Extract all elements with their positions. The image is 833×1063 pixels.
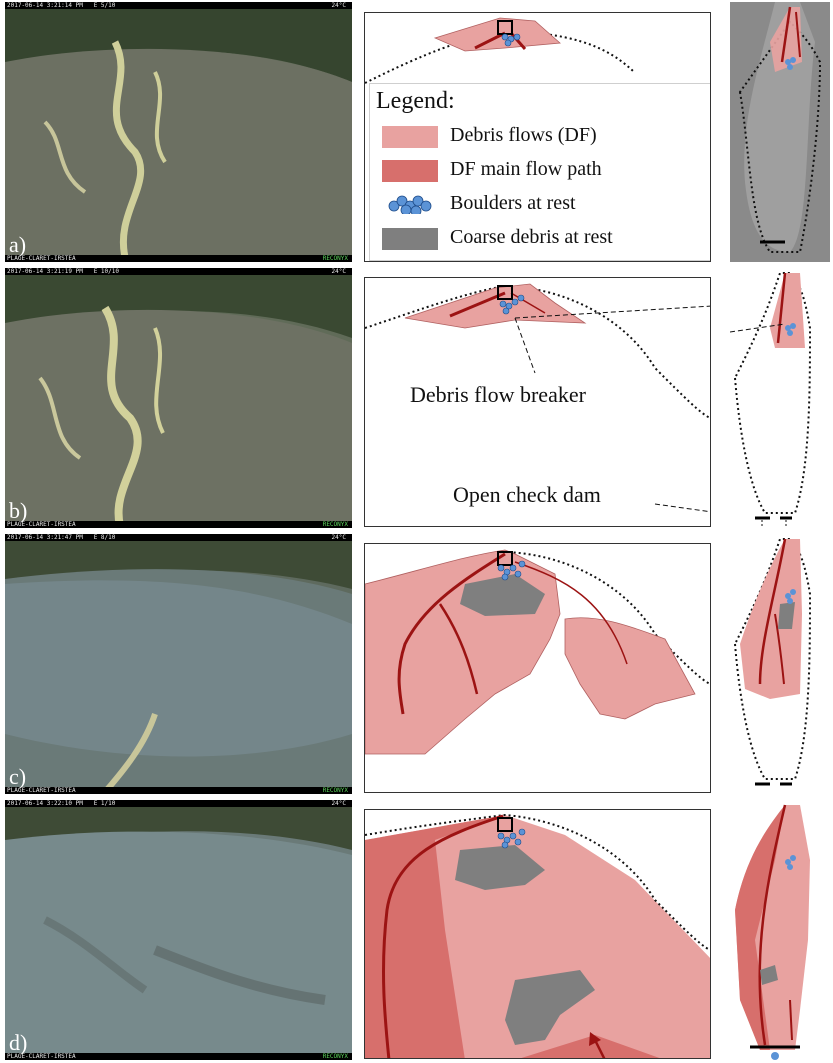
panel-label: a) bbox=[9, 232, 27, 257]
panel-label: b) bbox=[9, 498, 28, 523]
outline-map-d bbox=[735, 804, 810, 1060]
photo-timestamp-bar: 2017-06-14 3:21:14 PM E 5/10 24°C bbox=[5, 2, 352, 9]
map-panel-c bbox=[730, 534, 830, 794]
map-panel-a bbox=[730, 2, 830, 262]
photo-timestamp-bar: 2017-06-14 3:22:10 PM E 1/10 24°C bbox=[5, 800, 352, 807]
photo-d-scene bbox=[5, 800, 352, 1060]
light-red-swatch bbox=[382, 126, 438, 148]
photo-site-bar: PLAGE-CLARET-IRSTEA RECONYX bbox=[5, 1053, 352, 1060]
annotation-breaker: Debris flow breaker bbox=[410, 382, 586, 407]
photo-site-bar: PLAGE-CLARET-IRSTEA RECONYX bbox=[5, 787, 352, 794]
outline-map-b bbox=[730, 272, 812, 528]
legend-item-label: DF main flow path bbox=[450, 158, 602, 180]
photo-c-scene bbox=[5, 534, 352, 794]
boulder-cluster-icon bbox=[388, 195, 432, 214]
photo-a-scene bbox=[5, 2, 352, 262]
photo-timestamp-bar: 2017-06-14 3:21:47 PM E 8/10 24°C bbox=[5, 534, 352, 541]
schematic-panel-b: Debris flow breaker Open check dam bbox=[364, 277, 711, 527]
photo-site-bar: PLAGE-CLARET-IRSTEA RECONYX bbox=[5, 521, 352, 528]
schematic-panel-c bbox=[364, 543, 711, 793]
legend-item-label: Debris flows (DF) bbox=[450, 124, 597, 146]
annotation-check-dam: Open check dam bbox=[453, 482, 601, 507]
schematic-a-drawing bbox=[365, 17, 636, 84]
photo-panel-d: 2017-06-14 3:22:10 PM E 1/10 24°C PLAGE-C… bbox=[5, 800, 352, 1060]
aerial-map-a bbox=[730, 2, 830, 262]
schematic-panel-d bbox=[364, 809, 711, 1059]
legend: Legend: Debris flows (DF) DF main flow p… bbox=[369, 83, 710, 261]
grey-swatch bbox=[382, 228, 438, 250]
legend-item-label: Boulders at rest bbox=[450, 192, 576, 214]
schematic-c-drawing bbox=[365, 549, 710, 755]
legend-title: Legend: bbox=[376, 88, 455, 114]
photo-timestamp-bar: 2017-06-14 3:21:19 PM E 10/10 24°C bbox=[5, 268, 352, 275]
outline-map-c bbox=[733, 538, 812, 786]
map-panel-d bbox=[730, 800, 830, 1060]
panel-label: c) bbox=[9, 764, 27, 789]
schematic-panel-a: Legend: Debris flows (DF) DF main flow p… bbox=[364, 12, 711, 262]
panel-label: d) bbox=[9, 1030, 28, 1055]
legend-item-label: Coarse debris at rest bbox=[450, 226, 613, 248]
photo-b-scene bbox=[5, 268, 352, 528]
dark-red-swatch bbox=[382, 160, 438, 182]
photo-site-bar: PLAGE-CLARET-IRSTEA RECONYX bbox=[5, 255, 352, 262]
photo-panel-b: 2017-06-14 3:21:19 PM E 10/10 24°C PLAGE-… bbox=[5, 268, 352, 528]
photo-panel-a: 2017-06-14 3:21:14 PM E 5/10 24°C PLAGE-C… bbox=[5, 2, 352, 262]
map-panel-b bbox=[730, 268, 830, 528]
schematic-b-drawing bbox=[365, 283, 710, 513]
photo-panel-c: 2017-06-14 3:21:47 PM E 8/10 24°C PLAGE-C… bbox=[5, 534, 352, 794]
schematic-d-drawing bbox=[365, 813, 710, 1058]
